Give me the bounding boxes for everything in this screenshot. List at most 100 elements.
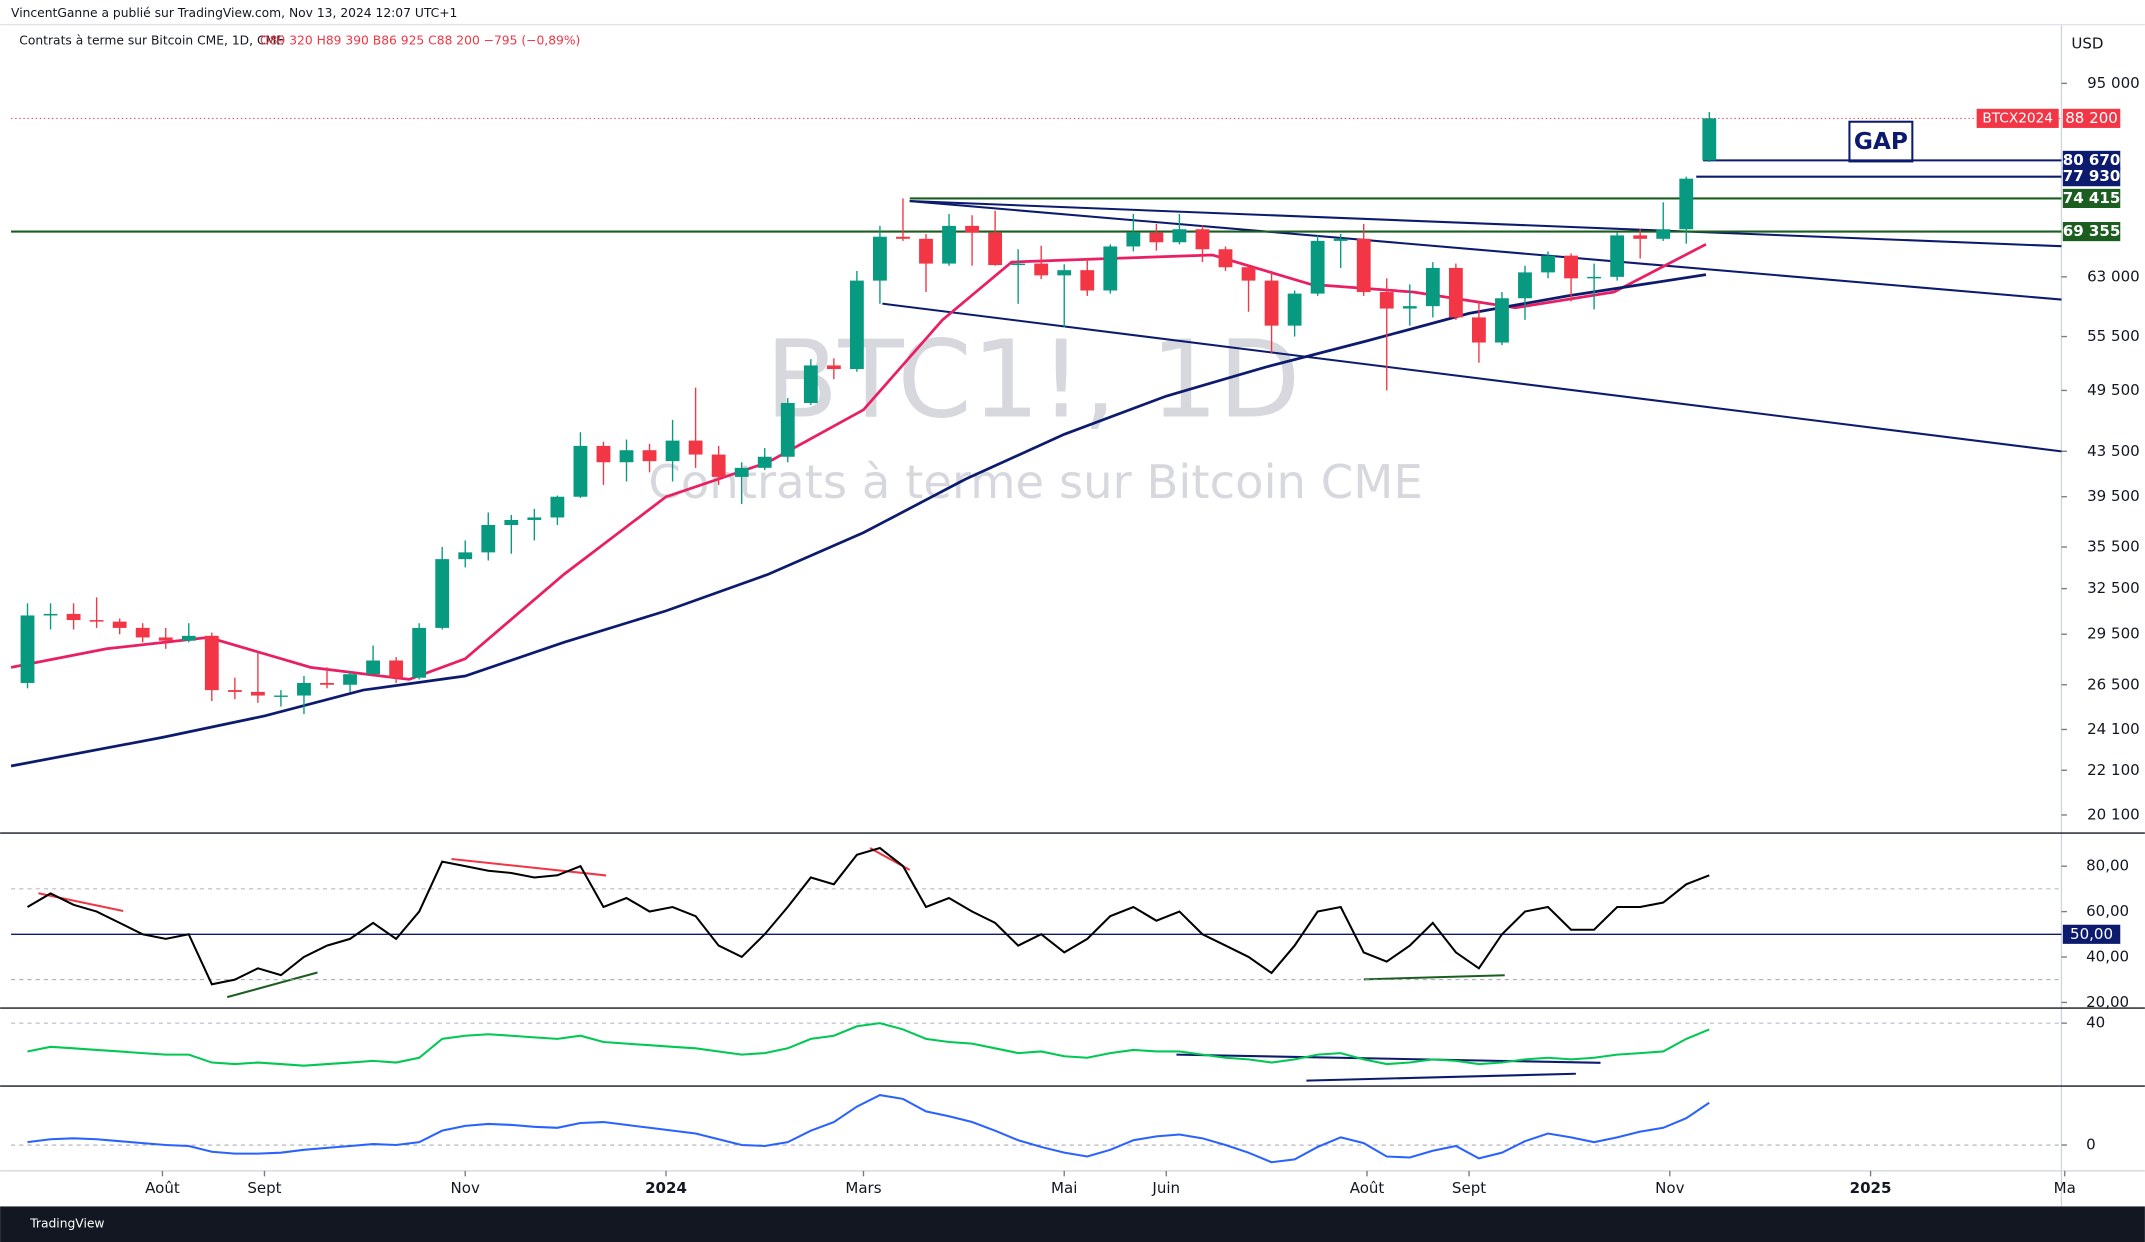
trend-line — [909, 200, 2062, 248]
candle-body — [504, 519, 519, 525]
x-tick-label: Août — [145, 1179, 180, 1197]
candle-body — [297, 682, 311, 696]
candle-body — [642, 450, 657, 462]
candle-body — [1126, 232, 1141, 247]
candle-body — [803, 365, 818, 403]
candle-body — [181, 635, 196, 641]
candle-body — [919, 238, 933, 264]
candle-body — [389, 660, 404, 678]
y-tick-label: 55 500 — [2087, 327, 2140, 345]
pane-line — [26, 846, 1710, 986]
candle-body — [1034, 263, 1049, 276]
y-tick-label: 32 500 — [2087, 579, 2140, 597]
candle-body — [1287, 293, 1302, 326]
y-tick-label: 95 000 — [2087, 74, 2140, 92]
candle-body — [481, 524, 496, 553]
trend-line — [1306, 1072, 1576, 1082]
level-badge — [2062, 167, 2121, 187]
candle-body — [1149, 232, 1164, 243]
candle-body — [20, 615, 35, 683]
x-tick-label: Mai — [1051, 1179, 1077, 1197]
level-badge — [2062, 150, 2121, 170]
level-label: 77 930 — [2063, 167, 2121, 185]
x-tick-label: Sept — [247, 1179, 281, 1197]
candle-body — [320, 682, 334, 685]
candle-body — [274, 695, 288, 697]
trend-line — [909, 200, 2062, 301]
x-tick-label: Mars — [845, 1179, 881, 1197]
candle-body — [1610, 235, 1625, 277]
level-label: 80 670 — [2063, 151, 2121, 169]
trend-lines — [882, 200, 2062, 1082]
candle-body — [1172, 229, 1187, 243]
candle-body — [1541, 255, 1555, 273]
candle-body — [527, 517, 542, 520]
candle-body — [1633, 235, 1648, 239]
candle-body — [596, 445, 611, 463]
moving-average — [10, 243, 1707, 681]
candle-body — [873, 236, 887, 281]
candle-body — [204, 635, 219, 691]
candle-body — [1425, 267, 1440, 307]
candle-body — [343, 674, 357, 685]
pane-y-tick-label: 20,00 — [2086, 993, 2129, 1011]
midline-label: 50,00 — [2070, 925, 2113, 943]
candle-body — [1702, 118, 1717, 161]
candle-body — [1080, 270, 1095, 291]
y-tick-label: 43 500 — [2087, 442, 2140, 460]
divergence-line — [226, 971, 318, 999]
candle-body — [619, 450, 634, 463]
y-tick-label: 49 500 — [2087, 381, 2140, 399]
candle-body — [780, 402, 795, 457]
candle-body — [366, 660, 380, 675]
candle-body — [1472, 317, 1486, 343]
candle-body — [1103, 246, 1118, 291]
pane-y-tick-label: 60,00 — [2086, 902, 2129, 920]
x-tick-label: Ma — [2054, 1179, 2076, 1197]
x-tick-label: Sept — [1452, 1179, 1486, 1197]
candle-body — [965, 225, 979, 233]
candle-body — [135, 627, 150, 638]
currency: USD — [2071, 34, 2103, 52]
candle-body — [1587, 276, 1602, 279]
x-tick-label: Nov — [1655, 1179, 1684, 1197]
last-price-name: BTCX2024 — [1982, 110, 2053, 126]
candle-body — [688, 440, 703, 455]
candle-body — [43, 613, 58, 616]
watermark-subtitle: Contrats à terme sur Bitcoin CME — [648, 455, 1422, 509]
level-label: 69 355 — [2063, 222, 2121, 240]
moving-average — [10, 273, 1707, 768]
candle-body — [665, 440, 680, 462]
candle-body — [1656, 229, 1671, 239]
level-label: 74 415 — [2063, 189, 2121, 207]
candle-body — [1402, 306, 1417, 309]
candle-body — [849, 280, 864, 370]
candle-body — [458, 552, 473, 560]
y-tick-label: 29 500 — [2087, 625, 2140, 643]
y-tick-label: 20 100 — [2087, 805, 2140, 823]
divergence-line — [451, 857, 607, 877]
gap-label: GAP — [1854, 128, 1908, 155]
x-tick-label: Août — [1350, 1179, 1385, 1197]
candle-body — [250, 691, 265, 696]
y-tick-label: 63 000 — [2087, 267, 2140, 285]
candle-body — [412, 627, 427, 678]
y-tick-label: 35 500 — [2087, 538, 2140, 556]
candle-body — [826, 365, 841, 370]
candle-body — [158, 637, 173, 641]
pane-y-tick-label: 0 — [2086, 1136, 2096, 1154]
candle-body — [1679, 178, 1694, 230]
candle-body — [1448, 267, 1463, 318]
candle-body — [1564, 255, 1578, 279]
x-tick-label: Juin — [1151, 1179, 1180, 1197]
candle-body — [1195, 229, 1210, 250]
candle-body — [1057, 270, 1072, 276]
candle-body — [988, 232, 1003, 266]
ohlc: O89 320 H89 390 B86 925 C88 200 −795 (−0… — [260, 34, 580, 48]
pane-line — [27, 1094, 1710, 1164]
candle-body — [1218, 249, 1233, 268]
candle-body — [1495, 298, 1509, 343]
